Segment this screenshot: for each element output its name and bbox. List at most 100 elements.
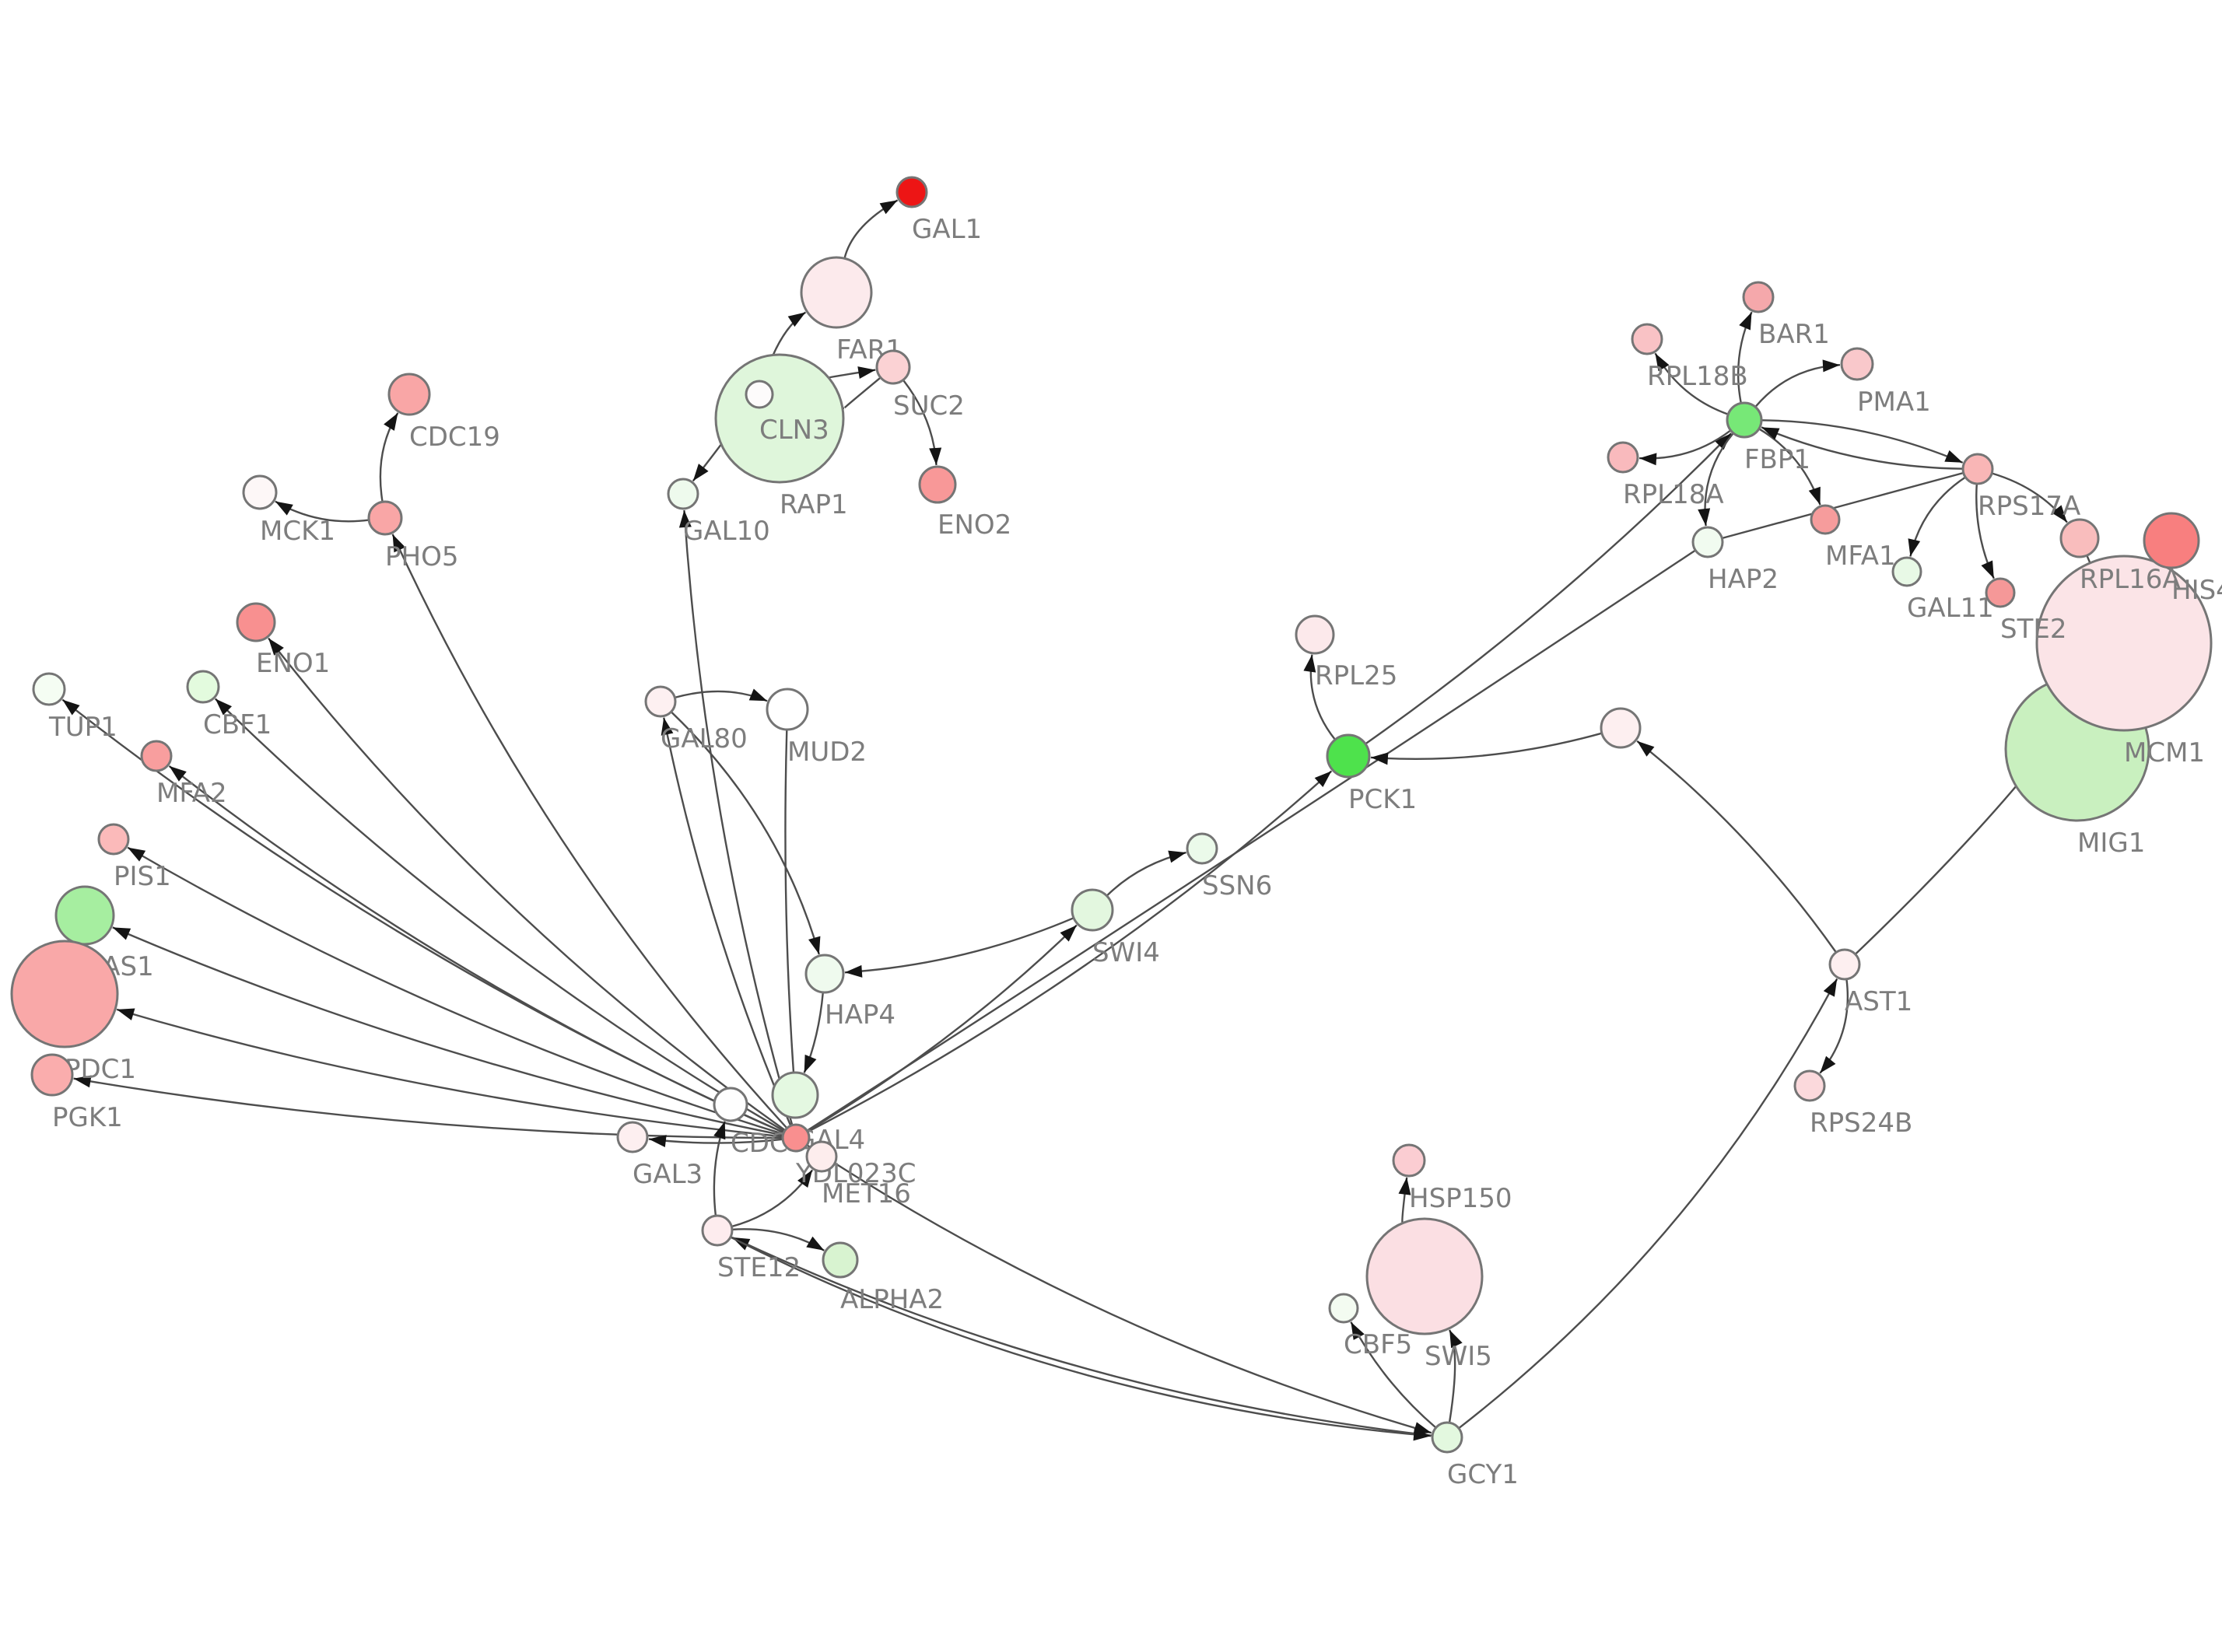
- edge-gcy1-to-ast1[interactable]: [1458, 978, 1838, 1430]
- gene-node-hsp150[interactable]: [1392, 1143, 1426, 1178]
- gene-node-mfa2[interactable]: [140, 740, 173, 772]
- edge-fbp1-to-hap2[interactable]: [1698, 432, 1734, 527]
- edge-rap1-to-gal10[interactable]: [692, 443, 723, 482]
- gene-node-alpha2[interactable]: [822, 1241, 859, 1279]
- edge-ydl023c-to-gal80[interactable]: [661, 717, 792, 1126]
- gene-node-rps24b[interactable]: [1793, 1069, 1826, 1102]
- gene-node-cln3[interactable]: [745, 380, 774, 409]
- gene-node-gcy1[interactable]: [1431, 1421, 1463, 1454]
- edge-ydl023c-to-hap2[interactable]: [806, 549, 1696, 1132]
- edge-ydl023c-to-gal3[interactable]: [648, 1135, 783, 1148]
- edge-ydl023c-to-ras1[interactable]: [112, 926, 783, 1136]
- gene-node-rpl18a[interactable]: [1607, 441, 1639, 474]
- edge-rps17a-to-rpl16a[interactable]: [1991, 472, 2068, 523]
- edge-ydl023c-to-swi4[interactable]: [806, 924, 1078, 1132]
- gene-node-ssn6[interactable]: [1186, 832, 1218, 865]
- gene-node-met16[interactable]: [805, 1140, 838, 1173]
- gene-node-rpl25[interactable]: [1295, 614, 1335, 655]
- gene-node-ste12[interactable]: [701, 1214, 734, 1247]
- gene-node-gal1[interactable]: [895, 176, 928, 208]
- edge-rap1-to-suc2[interactable]: [828, 366, 876, 379]
- edge-gal80-to-mud2[interactable]: [674, 688, 768, 702]
- gene-node-pho5[interactable]: [367, 500, 403, 536]
- gene-node-cbf5[interactable]: [1328, 1293, 1359, 1324]
- gene-node-swi5[interactable]: [1365, 1217, 1484, 1335]
- edge-hap4-to-gal4[interactable]: [803, 992, 824, 1073]
- gene-node-pdc1[interactable]: [10, 940, 119, 1048]
- edge-hap2-to-rps17a[interactable]: [1721, 471, 1964, 540]
- gene-node-hap4[interactable]: [804, 954, 845, 994]
- edge-ydl023c-to-tup1[interactable]: [61, 698, 784, 1134]
- edge-swi4-to-hap4[interactable]: [844, 917, 1074, 978]
- gene-node-tup1[interactable]: [32, 672, 66, 706]
- gene-node-suc2[interactable]: [875, 349, 911, 385]
- gene-node-mfa1[interactable]: [1810, 504, 1841, 535]
- gene-node-ste2[interactable]: [1985, 577, 2016, 608]
- edge-ydl023c-to-pgk1[interactable]: [73, 1075, 783, 1139]
- gene-node-his4[interactable]: [2143, 512, 2200, 569]
- edge-fbp1-to-bar1[interactable]: [1737, 311, 1753, 404]
- gene-node-rpl18b[interactable]: [1631, 323, 1663, 355]
- edge-ydl023c-to-gal10[interactable]: [678, 509, 794, 1126]
- gene-node-mck1[interactable]: [242, 474, 278, 510]
- edge-ste12-to-met16[interactable]: [731, 1169, 814, 1228]
- edge-ste12-to-alpha2[interactable]: [731, 1228, 825, 1251]
- gene-node-pgk1[interactable]: [30, 1053, 74, 1097]
- edge-ast1-to-node_x[interactable]: [1636, 740, 1837, 954]
- edge-gcy1-to-cbf5[interactable]: [1350, 1321, 1437, 1429]
- edge-fbp1-to-rpl18b[interactable]: [1654, 352, 1729, 415]
- edge-rps17a-to-gal11[interactable]: [1908, 476, 1966, 557]
- gene-node-fbp1[interactable]: [1726, 401, 1763, 439]
- edge-gal80-to-hap4[interactable]: [670, 711, 821, 955]
- edge-rps17a-to-fbp1[interactable]: [1761, 426, 1964, 470]
- gene-node-eno1[interactable]: [236, 602, 276, 642]
- edge-gcy1-to-ste12[interactable]: [731, 1236, 1433, 1437]
- gene-node-swi4[interactable]: [1071, 888, 1114, 932]
- edge-suc2-to-rap1[interactable]: [826, 376, 881, 416]
- gene-node-gal4[interactable]: [771, 1071, 819, 1119]
- edge-fbp1-to-rps17a[interactable]: [1761, 419, 1964, 464]
- edge-gcy1-to-swi5[interactable]: [1448, 1329, 1463, 1423]
- gene-node-pis1[interactable]: [97, 823, 130, 856]
- edge-swi5-to-hsp150[interactable]: [1398, 1177, 1411, 1224]
- edge-pck1-to-fbp1[interactable]: [1365, 432, 1733, 745]
- edge-pho5-to-cdc19[interactable]: [379, 412, 399, 502]
- gene-node-unlabeled[interactable]: [1600, 707, 1642, 749]
- edge-ydl023c-to-pho5[interactable]: [391, 534, 788, 1129]
- gene-node-mcm1[interactable]: [2035, 555, 2213, 732]
- edge-ste12-to-gcy1[interactable]: [730, 1236, 1432, 1441]
- edge-mud2-to-gal4[interactable]: [784, 729, 795, 1073]
- gene-node-ras1[interactable]: [54, 885, 115, 946]
- edge-ydl023c-to-pis1[interactable]: [127, 846, 784, 1136]
- edge-ste12-to-cdc6[interactable]: [713, 1121, 726, 1216]
- edge-ydl023c-to-eno1[interactable]: [268, 637, 786, 1132]
- gene-node-far1[interactable]: [800, 256, 873, 329]
- edge-ydl023c-to-pdc1[interactable]: [116, 1008, 783, 1138]
- gene-node-bar1[interactable]: [1742, 281, 1775, 313]
- edge-fbp1-to-pma1[interactable]: [1754, 359, 1841, 408]
- edge-ydl023c-to-gcy1[interactable]: [806, 1144, 1432, 1434]
- edge-suc2-to-eno2[interactable]: [902, 379, 942, 466]
- gene-node-rps17a[interactable]: [1961, 453, 1994, 485]
- edge-pho5-to-mck1[interactable]: [275, 500, 370, 523]
- gene-node-mud2[interactable]: [766, 688, 809, 731]
- gene-node-gal11[interactable]: [1891, 556, 1922, 587]
- edge-swi4-to-ssn6[interactable]: [1106, 850, 1186, 897]
- gene-node-eno2[interactable]: [918, 465, 957, 504]
- gene-node-cbf1[interactable]: [186, 670, 220, 704]
- gene-node-cdc6[interactable]: [713, 1087, 748, 1122]
- gene-node-gal80[interactable]: [644, 685, 677, 718]
- gene-node-pma1[interactable]: [1840, 347, 1874, 381]
- gene-node-hap2[interactable]: [1691, 526, 1724, 558]
- gene-node-ast1[interactable]: [1828, 948, 1861, 981]
- edge-ydl023c-to-mfa2[interactable]: [168, 765, 784, 1134]
- gene-node-pck1[interactable]: [1326, 733, 1371, 779]
- edge-ydl023c-to-cbf1[interactable]: [214, 698, 785, 1132]
- gene-node-rpl16a[interactable]: [2059, 518, 2100, 558]
- gene-node-gal3[interactable]: [616, 1121, 649, 1153]
- edge-ydl023c-to-pck1[interactable]: [807, 770, 1333, 1133]
- edge-fbp1-to-rpl18a[interactable]: [1638, 429, 1732, 466]
- gene-node-ydl023c[interactable]: [781, 1123, 811, 1153]
- edge-pck1-to-rpl25[interactable]: [1303, 654, 1337, 740]
